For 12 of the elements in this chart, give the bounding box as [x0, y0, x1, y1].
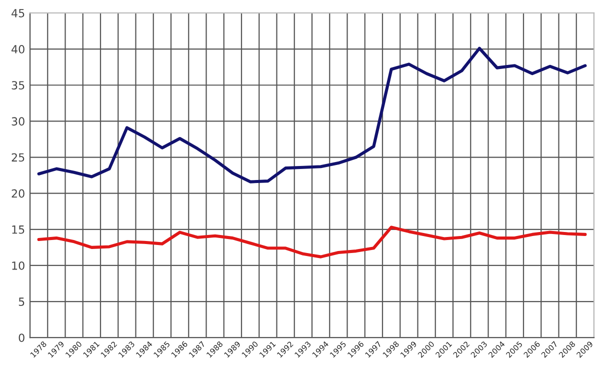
- y-tick-label: 45: [12, 9, 24, 18]
- y-tick-label: 25: [12, 153, 24, 162]
- y-tick-label: 35: [12, 81, 24, 90]
- y-tick-label: 15: [12, 226, 24, 234]
- y-tick-label: 10: [12, 261, 24, 270]
- y-tick-label: 40: [12, 45, 24, 54]
- y-tick-label: 0: [18, 334, 24, 342]
- y-tick-label: 20: [12, 189, 24, 198]
- line-series: [37, 226, 587, 258]
- y-tick-label: 5: [18, 298, 24, 306]
- y-tick-label: 30: [12, 117, 24, 126]
- line-series: [37, 46, 587, 184]
